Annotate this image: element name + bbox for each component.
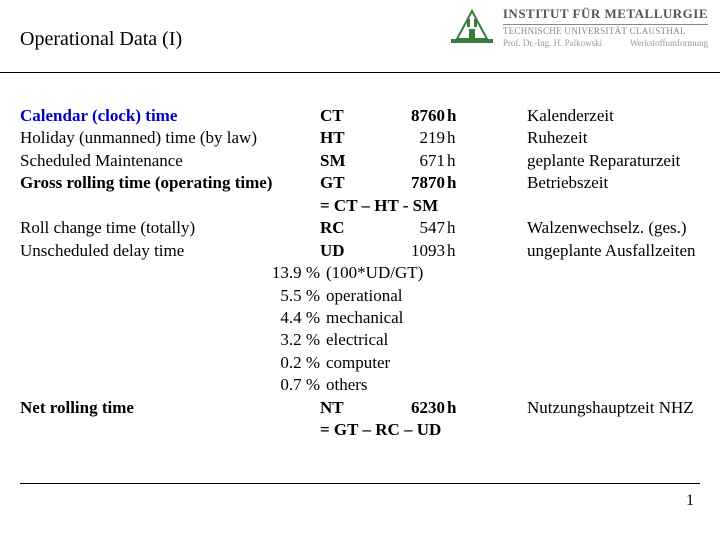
sm-value: 671 (360, 150, 447, 172)
ud-label: Unscheduled delay time (20, 240, 320, 262)
ud-unit: h (447, 240, 472, 262)
ht-label: Holiday (unmanned) time (by law) (20, 127, 320, 149)
gt-de: Betriebszeit (472, 172, 700, 194)
pct-label: computer (326, 352, 390, 374)
row-nt-formula: = GT – RC – UD (20, 419, 700, 441)
ct-de: Kalenderzeit (472, 105, 700, 127)
rc-value: 547 (360, 217, 447, 239)
pct-label: electrical (326, 329, 388, 351)
sm-abbr: SM (320, 150, 360, 172)
row-pct: 3.2 %electrical (20, 329, 700, 351)
ct-value: 8760 (360, 105, 447, 127)
header: Operational Data (I) INSTITUT FÜR METALL… (0, 0, 720, 73)
sm-unit: h (447, 150, 472, 172)
ud-de: ungeplante Ausfallzeiten (472, 240, 700, 262)
nt-de: Nutzungshauptzeit NHZ (472, 397, 700, 419)
row-pct: 13.9 %(100*UD/GT) (20, 262, 700, 284)
nt-value: 6230 (360, 397, 447, 419)
ht-abbr: HT (320, 127, 360, 149)
row-pct: 0.2 %computer (20, 352, 700, 374)
university-name: TECHNISCHE UNIVERSITÄT CLAUSTHAL (503, 24, 708, 36)
gt-abbr: GT (320, 172, 360, 194)
row-gt-formula: = CT – HT - SM (20, 195, 700, 217)
ct-label: Calendar (clock) time (20, 105, 320, 127)
row-rc: Roll change time (totally) RC 547 h Walz… (20, 217, 700, 239)
row-ht: Holiday (unmanned) time (by law) HT 219 … (20, 127, 700, 149)
gt-formula: = CT – HT - SM (20, 195, 438, 217)
rc-label: Roll change time (totally) (20, 217, 320, 239)
pct-label: (100*UD/GT) (326, 262, 423, 284)
pct-value: 13.9 % (20, 262, 326, 284)
pct-value: 5.5 % (20, 285, 326, 307)
rc-unit: h (447, 217, 472, 239)
dept-name: Werkstoffumformung (630, 38, 708, 48)
pct-value: 0.7 % (20, 374, 326, 396)
pct-label: operational (326, 285, 402, 307)
footer-rule (20, 483, 700, 484)
rc-abbr: RC (320, 217, 360, 239)
institute-logo-block: INSTITUT FÜR METALLURGIE TECHNISCHE UNIV… (388, 6, 708, 48)
row-gt: Gross rolling time (operating time) GT 7… (20, 172, 700, 194)
row-ct: Calendar (clock) time CT 8760 h Kalender… (20, 105, 700, 127)
pct-label: others (326, 374, 368, 396)
ct-abbr: CT (320, 105, 360, 127)
ud-abbr: UD (320, 240, 360, 262)
sm-de: geplante Reparaturzeit (472, 150, 700, 172)
ht-de: Ruhezeit (472, 127, 700, 149)
nt-formula: = GT – RC – UD (20, 419, 441, 441)
ct-unit: h (447, 105, 472, 127)
prof-name: Prof. Dr.-Ing. H. Palkowski (503, 38, 602, 48)
nt-label: Net rolling time (20, 397, 320, 419)
row-pct: 4.4 %mechanical (20, 307, 700, 329)
row-pct: 5.5 %operational (20, 285, 700, 307)
gt-unit: h (447, 172, 472, 194)
ht-unit: h (447, 127, 472, 149)
pct-value: 4.4 % (20, 307, 326, 329)
row-pct: 0.7 %others (20, 374, 700, 396)
gt-value: 7870 (360, 172, 447, 194)
institute-name: INSTITUT FÜR METALLURGIE (503, 6, 708, 22)
row-ud: Unscheduled delay time UD 1093 h ungepla… (20, 240, 700, 262)
page-title: Operational Data (I) (20, 28, 182, 51)
sm-label: Scheduled Maintenance (20, 150, 320, 172)
pct-label: mechanical (326, 307, 403, 329)
pct-value: 3.2 % (20, 329, 326, 351)
page-number: 1 (686, 492, 694, 510)
content-table: Calendar (clock) time CT 8760 h Kalender… (20, 105, 700, 442)
ud-value: 1093 (360, 240, 447, 262)
rc-de: Walzenwechselz. (ges.) (472, 217, 700, 239)
gt-label: Gross rolling time (operating time) (20, 172, 320, 194)
nt-abbr: NT (320, 397, 360, 419)
ht-value: 219 (360, 127, 447, 149)
nt-unit: h (447, 397, 472, 419)
logo-icon (449, 9, 495, 45)
row-sm: Scheduled Maintenance SM 671 h geplante … (20, 150, 700, 172)
row-nt: Net rolling time NT 6230 h Nutzungshaupt… (20, 397, 700, 419)
pct-value: 0.2 % (20, 352, 326, 374)
